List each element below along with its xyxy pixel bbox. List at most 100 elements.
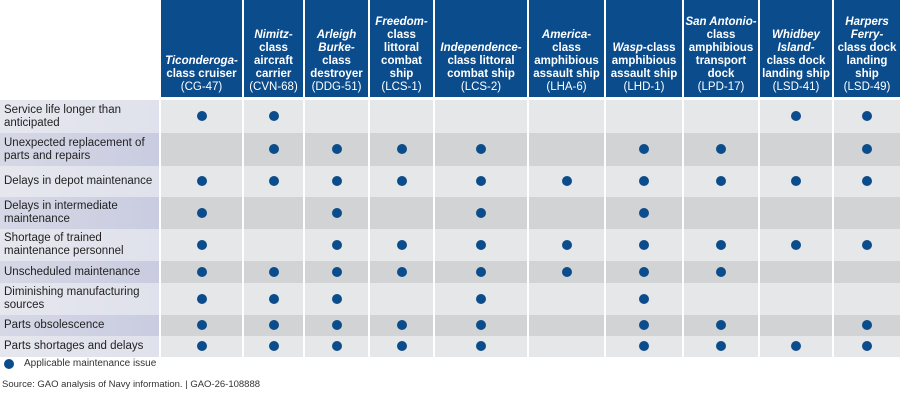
applicable-dot-icon bbox=[196, 341, 207, 352]
table-row: Shortage of trained maintenance personne… bbox=[0, 229, 900, 261]
ship-class: class dock landing ship bbox=[762, 55, 830, 80]
hull-code: (LCS-2) bbox=[460, 81, 502, 93]
applicable-dot-icon bbox=[331, 341, 342, 352]
table-cell bbox=[758, 133, 832, 166]
applicable-dot-icon bbox=[196, 239, 207, 250]
applicable-dot-icon bbox=[196, 207, 207, 218]
table-cell bbox=[604, 261, 682, 283]
applicable-dot-icon bbox=[476, 320, 486, 331]
table-cell bbox=[159, 315, 242, 336]
table-cell bbox=[758, 283, 832, 315]
table-cell bbox=[242, 166, 303, 197]
row-label: Unexpected replacement of parts and repa… bbox=[0, 133, 159, 166]
ship-class: class amphibious assault ship bbox=[533, 42, 600, 80]
ship-name: San Antonio- bbox=[685, 16, 757, 28]
ship-class: -class amphibious assault ship bbox=[610, 42, 678, 80]
applicable-dot-icon bbox=[476, 144, 486, 155]
hull-code: (LHA-6) bbox=[546, 81, 587, 93]
table-cell bbox=[527, 315, 604, 336]
table-cell bbox=[303, 100, 368, 133]
applicable-dot-icon bbox=[716, 266, 726, 277]
applicable-dot-icon bbox=[716, 239, 726, 250]
applicable-dot-icon bbox=[476, 293, 486, 304]
applicable-dot-icon bbox=[716, 144, 726, 155]
ship-class: class littoral combat ship bbox=[447, 55, 515, 80]
table-cell bbox=[832, 100, 900, 133]
table-cell bbox=[832, 261, 900, 283]
applicable-dot-icon bbox=[396, 176, 407, 187]
legend-dot-icon bbox=[4, 358, 14, 369]
column-header: San Antonio-class amphibious transport d… bbox=[682, 0, 758, 100]
table-cell bbox=[604, 133, 682, 166]
applicable-dot-icon bbox=[862, 176, 872, 187]
table-row: Delays in intermediate maintenance bbox=[0, 197, 900, 229]
table-cell bbox=[758, 261, 832, 283]
table-row: Diminishing manufacturing sources bbox=[0, 283, 900, 315]
corner-cell bbox=[0, 0, 159, 100]
table-row: Delays in depot maintenance bbox=[0, 166, 900, 197]
applicable-dot-icon bbox=[639, 293, 649, 304]
applicable-dot-icon bbox=[331, 176, 342, 187]
row-label: Shortage of trained maintenance personne… bbox=[0, 229, 159, 261]
column-header: Harpers Ferry-class dock landing ship (LS… bbox=[832, 0, 900, 100]
maintenance-issues-table: Ticonderoga-class cruiser (CG-47) Nimitz-c… bbox=[0, 0, 900, 357]
table-cell bbox=[832, 336, 900, 357]
row-label: Delays in intermediate maintenance bbox=[0, 197, 159, 229]
table-cell bbox=[303, 133, 368, 166]
table-row: Service life longer than anticipated bbox=[0, 100, 900, 133]
applicable-dot-icon bbox=[476, 176, 486, 187]
table-cell bbox=[303, 197, 368, 229]
applicable-dot-icon bbox=[268, 176, 279, 187]
applicable-dot-icon bbox=[268, 320, 279, 331]
table-cell bbox=[368, 315, 433, 336]
applicable-dot-icon bbox=[476, 207, 486, 218]
hull-code: (LSD-41) bbox=[772, 81, 820, 93]
row-label: Unscheduled maintenance bbox=[0, 261, 159, 283]
table-cell bbox=[832, 166, 900, 197]
applicable-dot-icon bbox=[396, 144, 407, 155]
applicable-dot-icon bbox=[196, 293, 207, 304]
row-label: Diminishing manufacturing sources bbox=[0, 283, 159, 315]
hull-code: (LPD-17) bbox=[697, 81, 745, 93]
applicable-dot-icon bbox=[331, 207, 342, 218]
table-cell bbox=[303, 315, 368, 336]
hull-code: (CVN-68) bbox=[249, 81, 298, 93]
hull-code: (CG-47) bbox=[180, 81, 223, 93]
applicable-dot-icon bbox=[791, 111, 801, 122]
table-cell bbox=[682, 197, 758, 229]
table-cell bbox=[604, 229, 682, 261]
table-cell bbox=[433, 261, 527, 283]
legend: Applicable maintenance issue bbox=[4, 358, 156, 369]
applicable-dot-icon bbox=[561, 239, 572, 250]
table-cell bbox=[758, 229, 832, 261]
table-cell bbox=[604, 166, 682, 197]
table-cell bbox=[242, 283, 303, 315]
column-header: Freedom-class littoral combat ship (LCS-1… bbox=[368, 0, 433, 100]
table-cell bbox=[682, 261, 758, 283]
table-cell bbox=[758, 336, 832, 357]
ship-class: class amphibious transport dock bbox=[688, 29, 754, 80]
applicable-dot-icon bbox=[639, 341, 649, 352]
table-cell bbox=[303, 166, 368, 197]
hull-code: (LCS-1) bbox=[381, 81, 422, 93]
table-cell bbox=[368, 261, 433, 283]
ship-name: Wasp bbox=[612, 42, 643, 54]
column-header: Wasp-class amphibious assault ship (LHD-1… bbox=[604, 0, 682, 100]
table-cell bbox=[159, 100, 242, 133]
table-cell bbox=[368, 229, 433, 261]
table-cell bbox=[433, 133, 527, 166]
row-label: Parts shortages and delays bbox=[0, 336, 159, 357]
ship-class: class destroyer bbox=[310, 55, 363, 80]
applicable-dot-icon bbox=[862, 239, 872, 250]
applicable-dot-icon bbox=[396, 239, 407, 250]
ship-name: America- bbox=[541, 29, 592, 41]
applicable-dot-icon bbox=[639, 266, 649, 277]
table-cell bbox=[527, 100, 604, 133]
applicable-dot-icon bbox=[791, 341, 801, 352]
table-cell bbox=[303, 336, 368, 357]
applicable-dot-icon bbox=[331, 239, 342, 250]
applicable-dot-icon bbox=[396, 341, 407, 352]
applicable-dot-icon bbox=[639, 207, 649, 218]
table-cell bbox=[433, 336, 527, 357]
column-header: Whidbey Island-class dock landing ship (L… bbox=[758, 0, 832, 100]
